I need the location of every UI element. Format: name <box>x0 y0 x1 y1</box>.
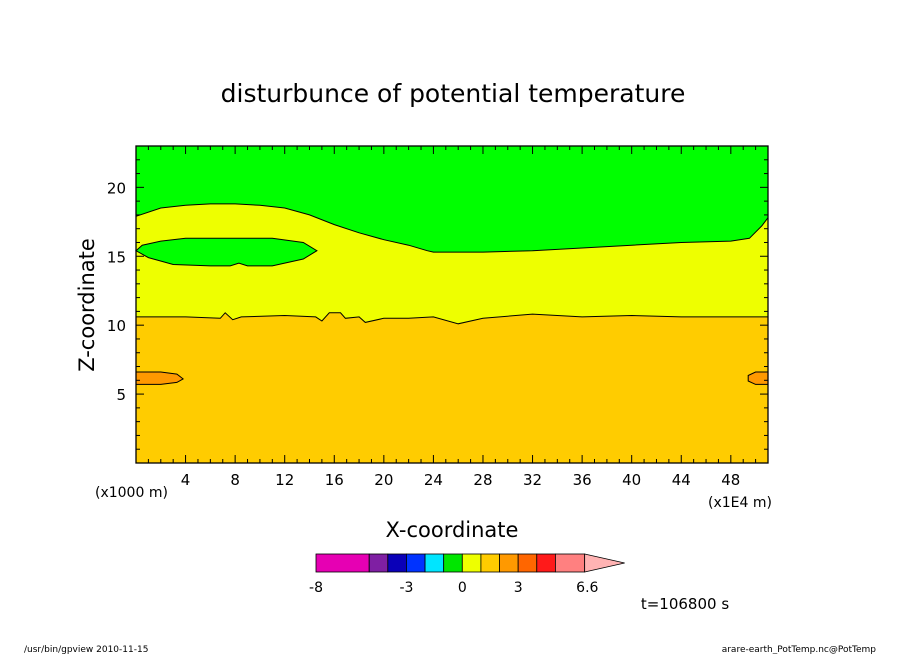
x-tick-label: 36 <box>573 471 592 489</box>
contour-line-lower <box>136 312 768 325</box>
contour-region-level-0-to-1.2 <box>136 146 768 253</box>
x-tick-label: 4 <box>181 471 191 489</box>
colorbar-segment <box>387 553 407 573</box>
x-tick-label: 40 <box>622 471 641 489</box>
x-tick-label: 20 <box>374 471 393 489</box>
time-label: t=106800 s <box>641 595 729 613</box>
y-tick-label: 10 <box>107 317 126 335</box>
footer-left: /usr/bin/gpview 2010-11-15 <box>24 645 148 654</box>
colorbar-segment <box>443 553 463 573</box>
colorbar-segment <box>461 553 482 573</box>
plot-frame <box>135 145 769 464</box>
colorbar-segment <box>315 553 370 573</box>
colorbar-tick-label: 0 <box>458 580 467 596</box>
x-tick-label: 44 <box>672 471 691 489</box>
colorbar-extension <box>584 553 625 573</box>
colorbar: -8 -3 0 3 6.6 <box>309 553 625 596</box>
contour-region-level-2.4-to-3.6 <box>136 312 768 463</box>
colorbar-segment <box>536 553 556 573</box>
plot-area <box>135 146 769 463</box>
contour-orange-spot-right <box>747 371 769 385</box>
footer-right: arare-earth_PotTemp.nc@PotTemp <box>722 645 877 654</box>
x-axis-label: X-coordinate <box>386 518 519 542</box>
x-tick-label: 28 <box>473 471 492 489</box>
x-tick-label: 8 <box>230 471 240 489</box>
x-tick-label: 12 <box>275 471 294 489</box>
x-unit-right: (x1E4 m) <box>708 495 772 511</box>
colorbar-segment <box>499 553 519 573</box>
contour-green-island <box>135 237 318 267</box>
colorbar-tick-label: -8 <box>309 580 323 596</box>
contour-region-level-1.2-to-2.4 <box>136 203 768 324</box>
y-axis-label: Z-coordinate <box>75 238 99 372</box>
colorbar-segment <box>480 553 500 573</box>
y-tick-label: 5 <box>116 386 126 404</box>
colorbar-segment <box>555 553 586 573</box>
contour-orange-spot-left <box>135 371 185 385</box>
y-tick-label: 15 <box>107 248 126 266</box>
x-tick-label: 16 <box>325 471 344 489</box>
colorbar-segment <box>406 553 426 573</box>
x-tick-label: 24 <box>424 471 443 489</box>
contour-line-upper <box>135 203 769 253</box>
colorbar-tick-label: -3 <box>399 580 413 596</box>
x-tick-label: 48 <box>721 471 740 489</box>
y-tick-label: 20 <box>107 179 126 197</box>
colorbar-tick-label: 3 <box>514 580 523 596</box>
colorbar-segment <box>368 553 389 573</box>
x-tick-label: 32 <box>523 471 542 489</box>
colorbar-tick-label: 6.6 <box>576 580 598 596</box>
colorbar-segment <box>424 553 445 573</box>
x-unit-left: (x1000 m) <box>95 485 168 501</box>
chart-title: disturbunce of potential temperature <box>221 79 686 108</box>
colorbar-segment <box>517 553 538 573</box>
